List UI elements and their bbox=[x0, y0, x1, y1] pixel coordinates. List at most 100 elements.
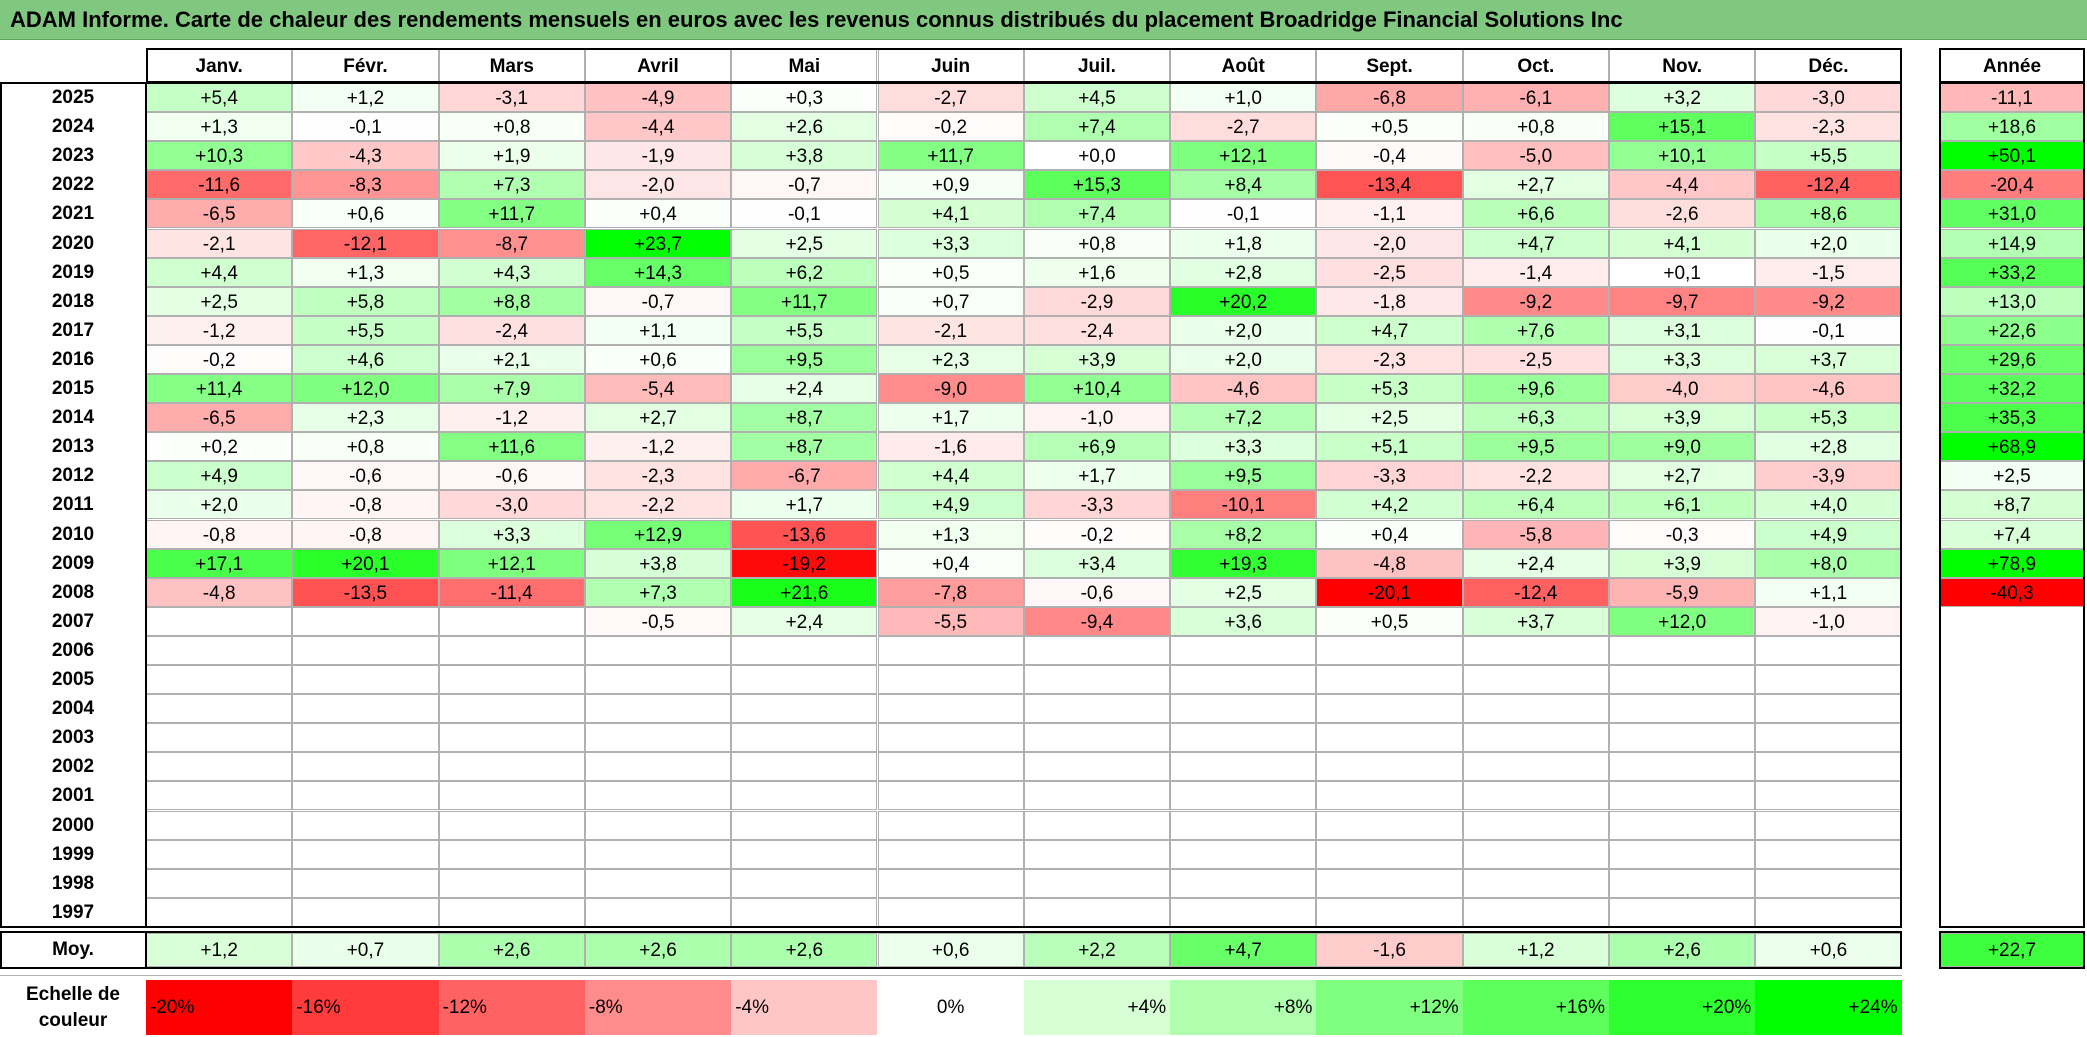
heatmap-cell: +6,2 bbox=[731, 257, 878, 287]
average-cell: +0,7 bbox=[292, 933, 439, 967]
heatmap-cell: +3,7 bbox=[1755, 344, 1902, 374]
heatmap-cell: +5,5 bbox=[1755, 141, 1902, 171]
color-scale-step: +8% bbox=[1170, 980, 1317, 1035]
heatmap-cell bbox=[1170, 723, 1317, 753]
annual-cell: +2,5 bbox=[1939, 461, 2085, 491]
year-label: 2023 bbox=[51, 145, 95, 167]
heatmap-cell: -0,6 bbox=[1023, 577, 1171, 607]
annual-cell: -40,3 bbox=[1939, 577, 2085, 607]
heatmap-cell: +3,2 bbox=[1609, 83, 1756, 113]
year-label: 2021 bbox=[51, 203, 95, 225]
annual-cell bbox=[1939, 752, 2085, 782]
heatmap-cell: +10,1 bbox=[1609, 141, 1756, 171]
heatmap-cell: +9,5 bbox=[1170, 461, 1317, 491]
heatmap-cell: +1,1 bbox=[584, 315, 732, 345]
year-label: 2019 bbox=[51, 261, 95, 283]
heatmap-cell bbox=[146, 839, 293, 869]
heatmap-cell: +2,4 bbox=[1462, 548, 1609, 578]
year-label: 2012 bbox=[51, 465, 95, 487]
heatmap-cell bbox=[1023, 897, 1171, 927]
month-header: Mars bbox=[438, 48, 585, 83]
heatmap-cell bbox=[584, 810, 732, 840]
heatmap-cell: +11,7 bbox=[877, 141, 1024, 171]
heatmap-cell bbox=[146, 752, 293, 782]
month-header: Oct. bbox=[1462, 48, 1609, 83]
average-cell: +2,2 bbox=[1023, 933, 1171, 967]
heatmap-cell: +3,9 bbox=[1023, 344, 1171, 374]
heatmap-cell bbox=[1170, 781, 1317, 811]
heatmap-cell: +0,7 bbox=[877, 286, 1024, 316]
annual-cell bbox=[1939, 723, 2085, 753]
heatmap-cell bbox=[1023, 781, 1171, 811]
color-scale-label: Echelle de couleur bbox=[26, 983, 120, 1031]
month-header: Sept. bbox=[1316, 48, 1463, 83]
heatmap-cell: -3,3 bbox=[1316, 461, 1463, 491]
average-annual-cell: +22,7 bbox=[1939, 933, 2085, 967]
heatmap-cell bbox=[877, 810, 1024, 840]
heatmap-cell bbox=[1755, 839, 1902, 869]
heatmap-cell: -9,2 bbox=[1755, 286, 1902, 316]
heatmap-cell bbox=[292, 781, 439, 811]
heatmap-cell: -2,1 bbox=[877, 315, 1024, 345]
heatmap-cell: +2,5 bbox=[1170, 577, 1317, 607]
heatmap-cell: +3,8 bbox=[731, 141, 878, 171]
heatmap-cell: -5,5 bbox=[877, 606, 1024, 636]
heatmap-cell: -4,4 bbox=[584, 112, 732, 142]
heatmap-cell: +0,0 bbox=[1023, 141, 1171, 171]
heatmap-cell: +1,2 bbox=[292, 83, 439, 113]
heatmap-cell bbox=[1609, 694, 1756, 724]
heatmap-cell: +0,8 bbox=[1462, 112, 1609, 142]
heatmap-cell: +15,3 bbox=[1023, 170, 1171, 200]
average-label: Moy. bbox=[52, 939, 94, 960]
year-label: 2011 bbox=[52, 494, 94, 516]
heatmap-cell: +4,2 bbox=[1316, 490, 1463, 520]
heatmap-cell bbox=[292, 868, 439, 898]
heatmap-cell: +5,3 bbox=[1316, 374, 1463, 404]
annual-cell bbox=[1939, 606, 2085, 636]
heatmap-cell: -9,2 bbox=[1462, 286, 1609, 316]
heatmap-cell bbox=[731, 665, 878, 695]
heatmap-cell bbox=[1170, 839, 1317, 869]
heatmap-cell: +20,1 bbox=[292, 548, 439, 578]
heatmap-cell bbox=[1755, 694, 1902, 724]
month-header: Juin bbox=[877, 48, 1024, 83]
heatmap-cell bbox=[877, 839, 1024, 869]
year-label: 2003 bbox=[51, 727, 95, 749]
heatmap-cell bbox=[584, 868, 732, 898]
heatmap-cell: +4,0 bbox=[1755, 490, 1902, 520]
color-scale-step: 0% bbox=[877, 980, 1024, 1035]
heatmap-cell bbox=[1316, 810, 1463, 840]
heatmap-cell bbox=[1755, 781, 1902, 811]
heatmap-cell: -4,8 bbox=[1316, 548, 1463, 578]
heatmap-cell: +11,4 bbox=[146, 374, 293, 404]
color-scale-step: -4% bbox=[731, 980, 878, 1035]
heatmap-cell bbox=[1462, 694, 1609, 724]
heatmap-cell: +1,6 bbox=[1023, 257, 1171, 287]
heatmap-cell: -2,6 bbox=[1609, 199, 1756, 229]
heatmap-cell bbox=[1609, 868, 1756, 898]
heatmap-cell: +0,8 bbox=[438, 112, 585, 142]
year-label: 2000 bbox=[51, 814, 95, 836]
heatmap-cell bbox=[1170, 868, 1317, 898]
heatmap-cell: -7,8 bbox=[877, 577, 1024, 607]
color-scale-step: -12% bbox=[438, 980, 585, 1035]
heatmap-cell: +5,8 bbox=[292, 286, 439, 316]
heatmap-cell: -2,4 bbox=[1023, 315, 1171, 345]
annual-cell: +78,9 bbox=[1939, 548, 2085, 578]
heatmap-cell: -13,6 bbox=[731, 519, 878, 549]
heatmap-cell: -1,0 bbox=[1023, 403, 1171, 433]
heatmap-cell bbox=[1316, 752, 1463, 782]
annual-cell bbox=[1939, 781, 2085, 811]
heatmap-cell bbox=[292, 723, 439, 753]
average-cell: +2,6 bbox=[1609, 933, 1756, 967]
heatmap-cell bbox=[146, 665, 293, 695]
heatmap-cell: -0,1 bbox=[1755, 315, 1902, 345]
heatmap-cell: -20,1 bbox=[1316, 577, 1463, 607]
heatmap-cell: +2,5 bbox=[146, 286, 293, 316]
heatmap-cell: +17,1 bbox=[146, 548, 293, 578]
heatmap-cell bbox=[731, 897, 878, 927]
heatmap-cell: -0,2 bbox=[146, 344, 293, 374]
year-label: 2009 bbox=[51, 552, 95, 574]
average-cell: +1,2 bbox=[146, 933, 293, 967]
year-label: 2006 bbox=[51, 639, 95, 661]
